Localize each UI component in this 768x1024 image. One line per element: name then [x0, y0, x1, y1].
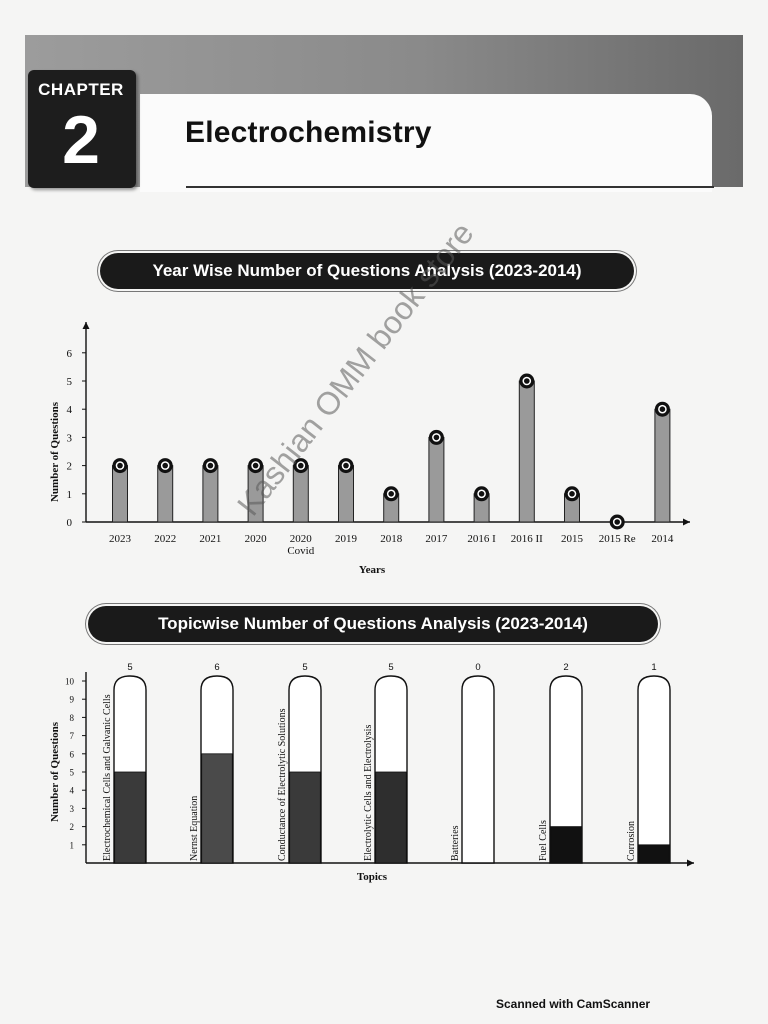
topic-label: Fuel Cells [538, 820, 549, 861]
y-axis-title: Number of Questions [49, 721, 61, 822]
x-tick-label: 2020 [245, 533, 268, 545]
topic-label: Conductance of Electrolytic Solutions [277, 708, 288, 861]
topic-tube [637, 675, 671, 864]
topic-bar-fill [375, 771, 407, 864]
topic-value-label: 1 [651, 662, 656, 673]
x-axis-arrow [687, 859, 694, 867]
bar-cap-dot [433, 434, 440, 441]
y-axis-arrow [82, 322, 90, 329]
y-tick-label: 1 [70, 840, 75, 850]
y-tick-label: 8 [70, 713, 75, 723]
y-tick-label: 5 [67, 376, 73, 388]
x-tick-label: 2022 [154, 533, 176, 545]
title-card [140, 94, 712, 192]
x-tick-label: 2018 [380, 533, 403, 545]
topic-tube [549, 675, 583, 864]
bar-cap-dot [343, 462, 349, 469]
chart1-title: Year Wise Number of Questions Analysis (… [100, 253, 634, 289]
y-tick-label: 6 [70, 749, 75, 759]
bar-cap-dot [388, 491, 395, 497]
x-axis-title: Years [359, 564, 386, 576]
bar-cap-dot [117, 462, 123, 469]
topic-value-label: 2 [563, 662, 568, 673]
topic-label: Electrochemical Cells and Galvanic Cells [102, 694, 113, 861]
y-tick-label: 0 [67, 517, 73, 529]
bar-cap-dot [207, 462, 214, 469]
y-tick-label: 9 [70, 695, 75, 705]
y-tick-label: 4 [70, 786, 75, 796]
bar-cap-dot [614, 519, 620, 525]
title-underline [186, 186, 714, 188]
topic-label: Nernst Equation [189, 796, 200, 861]
topic-label: Corrosion [626, 821, 637, 861]
footer-text: Scanned with CamScanner [496, 997, 651, 1011]
x-tick-label: 2023 [109, 533, 132, 545]
bar-cap-dot [162, 462, 168, 469]
y-axis-title: Number of Questions [49, 401, 61, 502]
bar-cap-dot [478, 491, 485, 497]
y-tick-label: 7 [70, 731, 75, 741]
y-tick-label: 2 [67, 461, 73, 473]
x-axis-arrow [683, 518, 690, 526]
y-tick-label: 2 [70, 822, 75, 832]
topic-tube [461, 675, 495, 864]
x-tick-label: 2017 [425, 533, 448, 545]
topic-bar-fill [638, 844, 670, 864]
x-tick-label: 2021 [199, 533, 221, 545]
y-tick-label: 6 [67, 348, 73, 360]
topic-bar-fill [114, 771, 146, 864]
x-tick-label: 2016 I [467, 533, 496, 545]
topic-value-label: 5 [302, 662, 307, 673]
x-tick-label: 2020 [290, 533, 313, 545]
chapter-title: Electrochemistry [185, 116, 432, 149]
chapter-badge: CHAPTER 2 [28, 70, 136, 188]
topic-bar-fill [550, 826, 582, 864]
x-tick-label: 2014 [651, 533, 674, 545]
y-tick-label: 3 [70, 804, 75, 814]
bar-cap-dot [524, 378, 530, 384]
x-tick-label: 2015 Re [599, 533, 636, 545]
x-axis-title: Topics [357, 871, 388, 883]
x-tick-label: 2019 [335, 533, 358, 545]
bar-cap-dot [298, 462, 304, 469]
topic-bar-fill [201, 753, 233, 864]
x-tick-label: 2015 [561, 533, 584, 545]
y-tick-label: 4 [67, 404, 73, 416]
bar-cap-dot [569, 491, 575, 497]
x-tick-sublabel: Covid [287, 545, 314, 557]
y-tick-label: 1 [67, 489, 73, 501]
topic-label: Batteries [450, 825, 461, 861]
chapter-number: 2 [62, 102, 100, 178]
y-tick-label: 10 [65, 677, 75, 687]
x-tick-label: 2016 II [511, 533, 543, 545]
y-tick-label: 3 [67, 432, 73, 444]
topic-label: Electrolytic Cells and Electrolysis [363, 725, 374, 861]
topic-bar-fill [289, 771, 321, 864]
topic-value-label: 6 [214, 662, 219, 673]
topic-value-label: 5 [388, 662, 393, 673]
topic-value-label: 0 [475, 662, 480, 673]
bar-cap-dot [659, 406, 666, 413]
bar-cap-dot [252, 462, 259, 469]
chapter-label: CHAPTER [38, 80, 124, 99]
topic-value-label: 5 [127, 662, 132, 673]
chart2-title: Topicwise Number of Questions Analysis (… [88, 606, 658, 642]
y-tick-label: 5 [70, 768, 75, 778]
